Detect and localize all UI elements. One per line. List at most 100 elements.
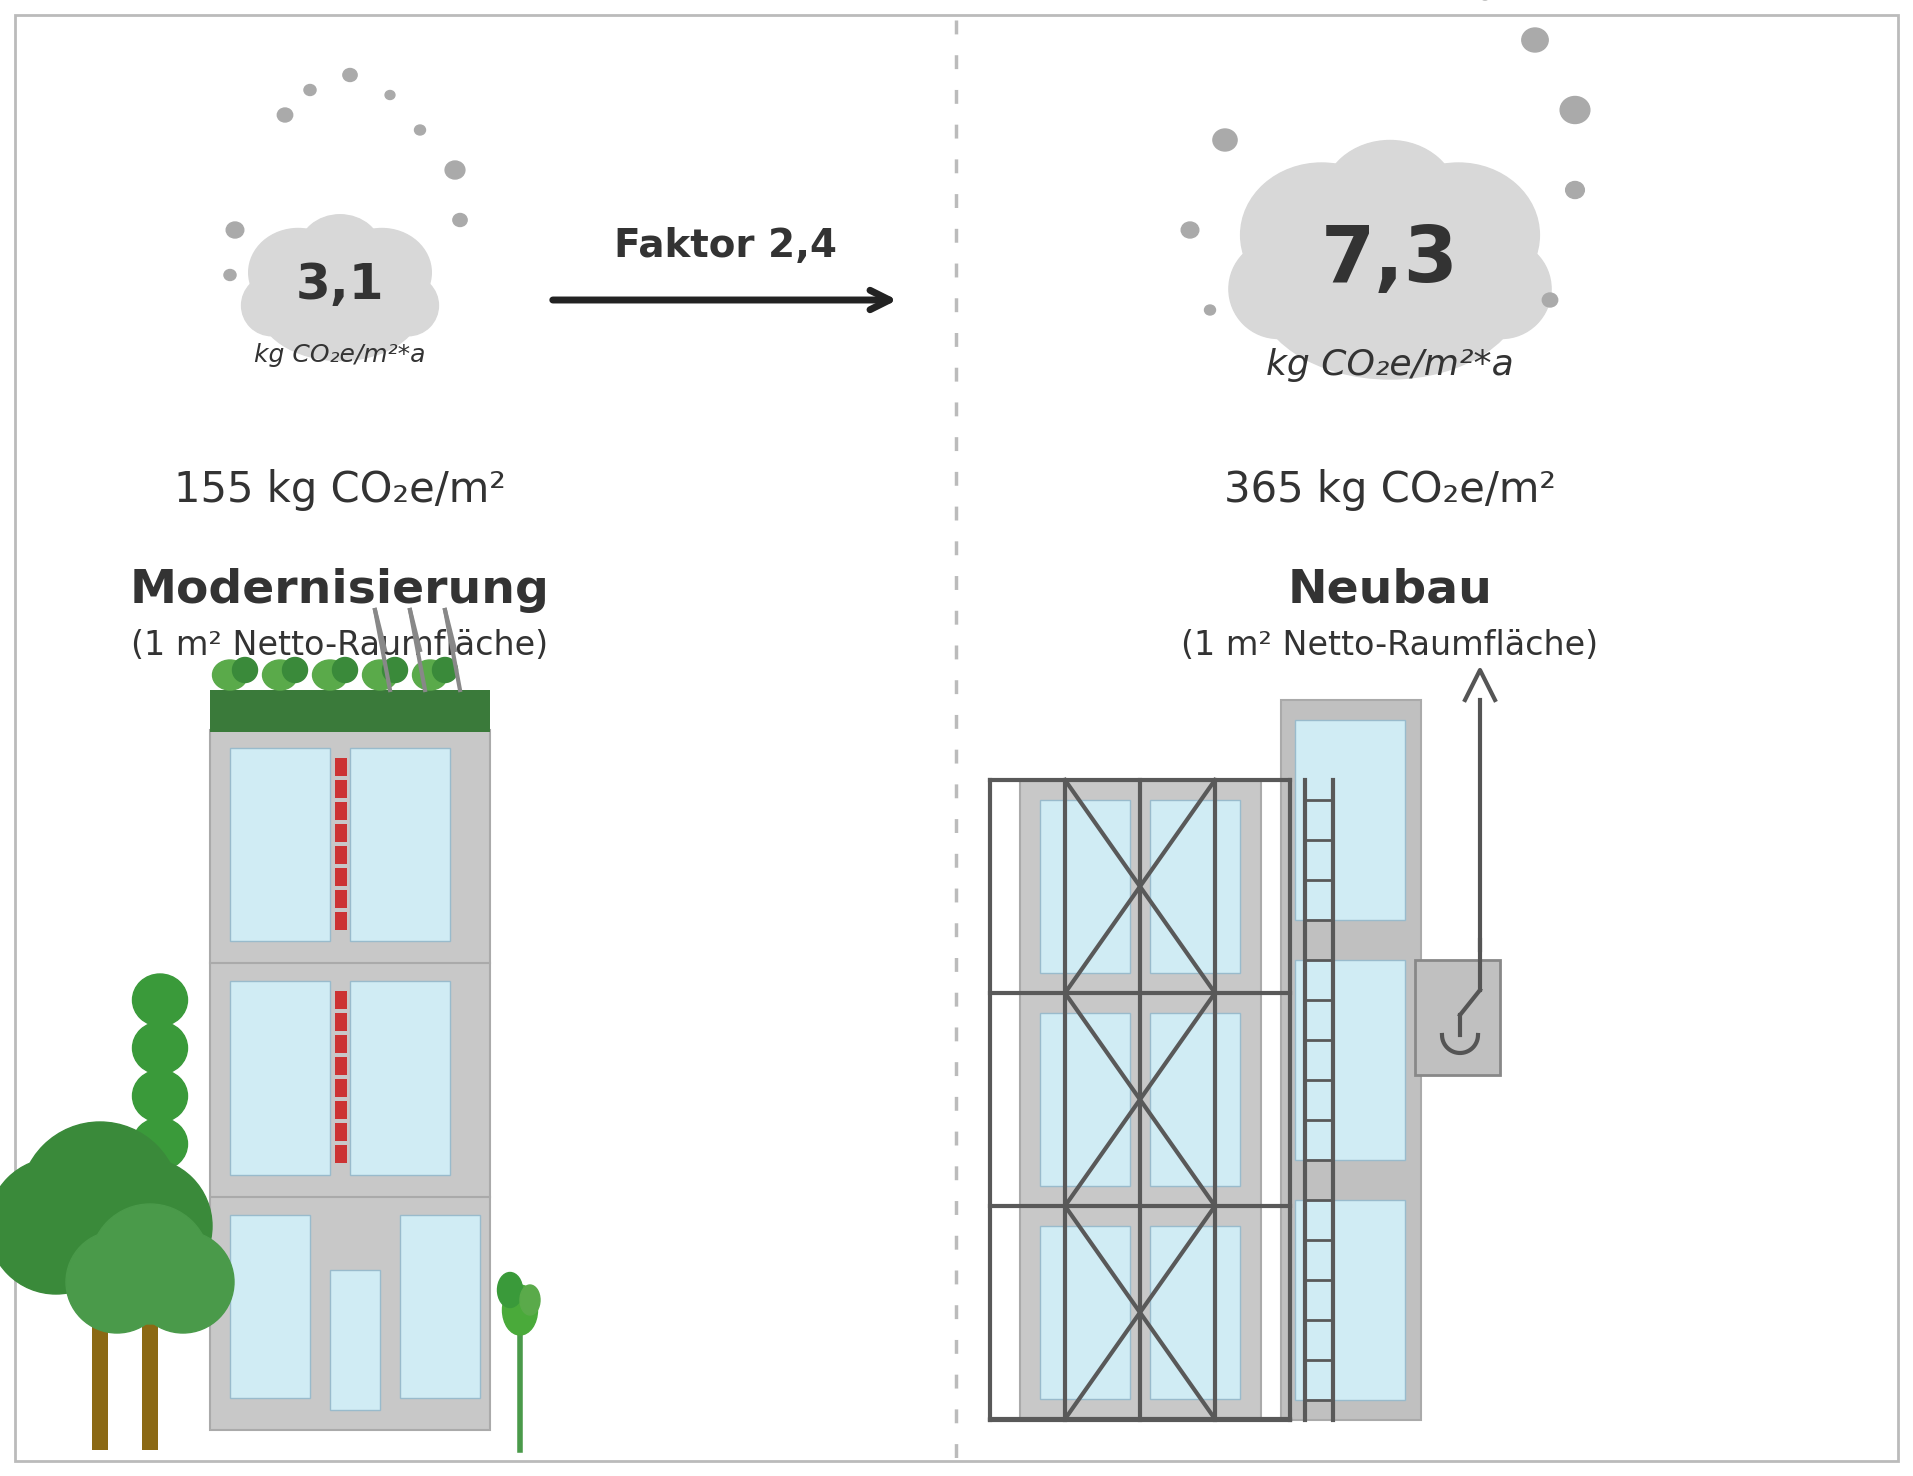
Ellipse shape	[1205, 306, 1215, 314]
Circle shape	[0, 1159, 124, 1294]
Circle shape	[90, 1204, 210, 1324]
Ellipse shape	[1242, 162, 1402, 307]
Bar	[335, 759, 346, 776]
Ellipse shape	[415, 125, 425, 134]
Ellipse shape	[132, 1166, 187, 1218]
Bar	[335, 779, 346, 799]
Ellipse shape	[304, 84, 316, 96]
Bar	[1150, 1013, 1240, 1187]
Ellipse shape	[132, 1021, 187, 1075]
Ellipse shape	[1542, 294, 1557, 307]
FancyBboxPatch shape	[15, 15, 1898, 1461]
Ellipse shape	[446, 161, 465, 179]
Text: (1 m² Netto-Raumfläche): (1 m² Netto-Raumfläche)	[132, 629, 549, 661]
Ellipse shape	[1255, 199, 1525, 379]
Ellipse shape	[298, 214, 381, 286]
Ellipse shape	[453, 214, 467, 226]
Ellipse shape	[333, 229, 430, 316]
Bar	[335, 992, 346, 1010]
Text: kg CO₂e/m²*a: kg CO₂e/m²*a	[254, 342, 427, 368]
Ellipse shape	[258, 251, 423, 360]
Ellipse shape	[333, 657, 358, 682]
Text: (1 m² Netto-Raumfläche): (1 m² Netto-Raumfläche)	[1182, 629, 1599, 661]
Bar	[335, 824, 346, 841]
Circle shape	[67, 1231, 168, 1333]
Ellipse shape	[283, 657, 308, 682]
Bar	[335, 1079, 346, 1097]
Ellipse shape	[1565, 182, 1584, 198]
Ellipse shape	[503, 1286, 538, 1334]
Ellipse shape	[1561, 96, 1590, 124]
Bar	[1416, 959, 1500, 1075]
Bar	[210, 689, 490, 732]
Ellipse shape	[1228, 239, 1328, 338]
Ellipse shape	[132, 1070, 187, 1122]
Ellipse shape	[432, 657, 457, 682]
Text: Neubau: Neubau	[1287, 567, 1492, 613]
Bar	[335, 1123, 346, 1141]
Ellipse shape	[497, 1272, 522, 1308]
Text: Modernisierung: Modernisierung	[130, 567, 549, 613]
Text: 155 kg CO₂e/m²: 155 kg CO₂e/m²	[174, 469, 505, 511]
Ellipse shape	[413, 660, 448, 689]
Bar	[335, 1101, 346, 1119]
Bar	[335, 912, 346, 930]
Text: 7,3: 7,3	[1322, 221, 1460, 298]
Text: kg CO₂e/m²*a: kg CO₂e/m²*a	[1266, 348, 1513, 382]
Ellipse shape	[1523, 28, 1548, 52]
Bar	[210, 731, 490, 1430]
Ellipse shape	[277, 108, 293, 123]
Ellipse shape	[212, 660, 247, 689]
Ellipse shape	[383, 657, 407, 682]
Ellipse shape	[379, 275, 438, 335]
Ellipse shape	[1452, 239, 1551, 338]
Bar	[1150, 1227, 1240, 1399]
Ellipse shape	[224, 270, 235, 280]
Bar	[335, 1014, 346, 1032]
Bar	[335, 1057, 346, 1076]
Bar	[230, 1215, 310, 1398]
Bar	[335, 890, 346, 908]
Bar	[331, 1269, 381, 1410]
Bar	[1020, 779, 1261, 1420]
Ellipse shape	[312, 660, 348, 689]
Ellipse shape	[241, 275, 302, 335]
Bar	[1295, 1200, 1404, 1401]
Bar	[1041, 1227, 1131, 1399]
Bar	[335, 846, 346, 863]
Bar	[1295, 959, 1404, 1160]
Ellipse shape	[132, 974, 187, 1026]
Bar	[1041, 800, 1131, 973]
Ellipse shape	[132, 1213, 187, 1266]
Ellipse shape	[342, 68, 358, 81]
Bar	[230, 982, 331, 1175]
Bar	[1041, 1013, 1131, 1187]
Bar	[1150, 800, 1240, 973]
Bar	[142, 1300, 159, 1449]
Ellipse shape	[1377, 162, 1540, 307]
Ellipse shape	[1180, 221, 1199, 238]
Bar	[230, 748, 331, 942]
Bar	[1295, 720, 1404, 920]
Bar	[335, 1145, 346, 1163]
Ellipse shape	[385, 90, 394, 99]
Bar	[400, 1215, 480, 1398]
Bar	[335, 1035, 346, 1054]
Bar	[350, 748, 450, 942]
Ellipse shape	[1213, 128, 1238, 151]
Text: Faktor 2,4: Faktor 2,4	[614, 227, 836, 266]
Bar	[335, 801, 346, 821]
Text: 365 kg CO₂e/m²: 365 kg CO₂e/m²	[1224, 469, 1555, 511]
Text: 3,1: 3,1	[297, 261, 385, 308]
Circle shape	[77, 1159, 212, 1294]
Ellipse shape	[1322, 140, 1458, 257]
Circle shape	[19, 1122, 180, 1283]
Ellipse shape	[132, 1117, 187, 1170]
Ellipse shape	[233, 657, 258, 682]
Bar	[350, 982, 450, 1175]
Ellipse shape	[262, 660, 298, 689]
Ellipse shape	[520, 1286, 539, 1315]
Ellipse shape	[249, 229, 348, 316]
Bar	[92, 1250, 107, 1449]
Ellipse shape	[226, 221, 243, 238]
